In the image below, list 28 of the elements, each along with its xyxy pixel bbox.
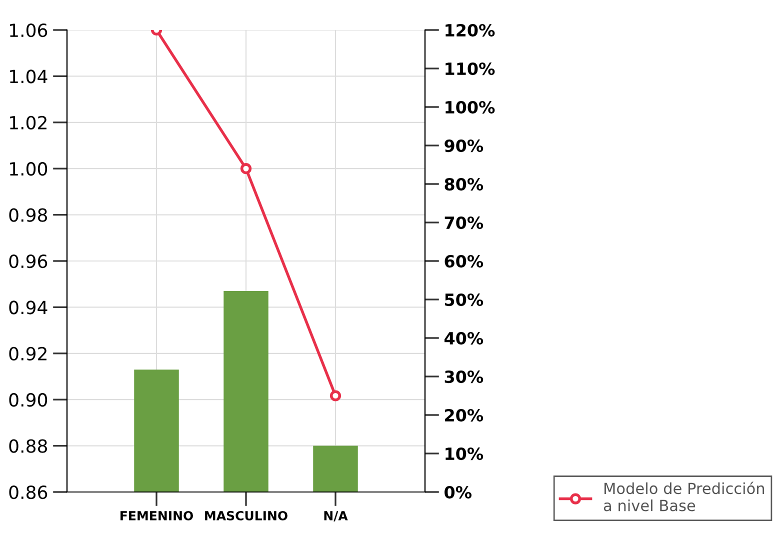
x-tick-label: FEMENINO	[120, 510, 193, 520]
y-tick-label: 1.06	[10, 23, 48, 38]
y-tick-label: 0.92	[9, 346, 46, 361]
y2-tick-label: 90%	[444, 139, 484, 152]
x-tick-label: MASCULINO	[205, 510, 288, 520]
y2-tick-label: 100%	[446, 100, 495, 114]
y-tick-label: 0.86	[9, 485, 48, 500]
y2-tick-label: 40%	[444, 332, 484, 345]
y-tick-label: 1.00	[10, 162, 48, 176]
y-tick-label: 0.88	[9, 439, 48, 453]
y2-tick-label: 70%	[444, 216, 484, 230]
legend-label: Modelo de Predicción a nivel Base	[604, 482, 764, 512]
y2-tick-label: 80%	[444, 178, 484, 191]
y2-tick-label: 10%	[446, 447, 484, 460]
y2-tick-label: 110%	[446, 62, 495, 76]
y2-tick-label: 0%	[444, 486, 472, 499]
y2-tick-label: 120%	[446, 24, 495, 37]
y2-tick-label: 30%	[444, 370, 484, 384]
y2-tick-label: 20%	[445, 408, 484, 422]
y2-tick-label: 60%	[444, 254, 484, 268]
y-tick-label: 0.98	[9, 208, 48, 222]
y2-tick-label: 50%	[445, 293, 484, 306]
x-tick-label: N/A	[324, 511, 348, 522]
y-tick-label: 1.04	[10, 70, 48, 84]
y-tick-label: 1.02	[10, 116, 46, 130]
y-tick-label: 0.94	[9, 300, 48, 314]
y-tick-label: 0.96	[9, 254, 48, 268]
y-tick-label: 0.90	[9, 393, 48, 407]
